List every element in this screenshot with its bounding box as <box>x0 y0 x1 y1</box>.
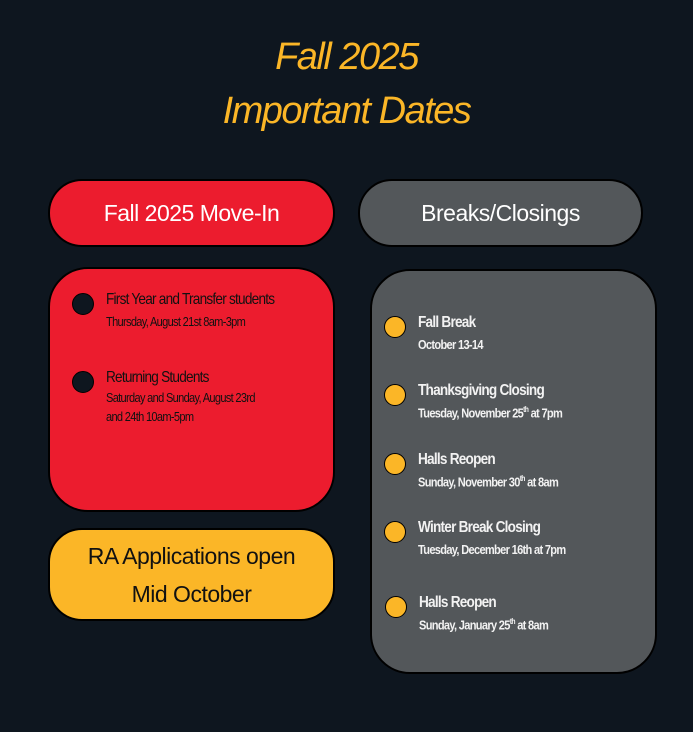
item-title: Fall Break <box>418 314 476 331</box>
ra-line-2: Mid October <box>131 580 252 607</box>
item-detail: and 24th 10am-5pm <box>106 408 194 424</box>
list-item: Thanksgiving Closing Tuesday, November 2… <box>384 382 588 423</box>
bullet-icon <box>72 371 94 393</box>
bullet-icon <box>385 596 407 618</box>
list-item: First Year and Transfer students Thursda… <box>72 291 304 332</box>
ordinal-suffix: th <box>519 474 526 483</box>
detail-time: at 7pm <box>528 405 563 421</box>
detail-time: at 8am <box>524 474 559 490</box>
move-in-header: Fall 2025 Move-In <box>48 179 335 247</box>
item-detail: Tuesday, November 25th at 7pm <box>418 404 563 423</box>
ra-line-1: RA Applications open <box>87 542 296 569</box>
item-title: Halls Reopen <box>418 451 496 468</box>
item-detail: Thursday, August 21st 8am-3pm <box>106 314 246 329</box>
move-in-panel: First Year and Transfer students Thursda… <box>48 267 335 512</box>
list-item: Halls Reopen Sunday, January 25th at 8am <box>385 594 571 635</box>
item-title: Returning Students <box>106 369 209 386</box>
item-title: Thanksgiving Closing <box>418 382 545 399</box>
breaks-panel: Fall Break October 13-14 Thanksgiving Cl… <box>370 269 657 674</box>
item-title: Winter Break Closing <box>418 519 541 536</box>
item-detail: October 13-14 <box>418 337 484 352</box>
item-detail: Tuesday, December 16th at 7pm <box>418 542 566 557</box>
bullet-icon <box>384 384 406 406</box>
item-title: First Year and Transfer students <box>106 291 275 308</box>
list-item: Fall Break October 13-14 <box>384 314 494 355</box>
detail-text: Sunday, January 25 <box>419 617 510 633</box>
title-line-1: Fall 2025 <box>275 36 419 78</box>
item-detail: Sunday, January 25th at 8am <box>419 616 549 635</box>
list-item: Returning Students Saturday and Sunday, … <box>72 369 281 427</box>
bullet-icon <box>384 521 406 543</box>
list-item: Winter Break Closing Tuesday, December 1… <box>384 519 592 560</box>
item-detail: Sunday, November 30th at 8am <box>418 473 559 492</box>
ordinal-suffix: th <box>509 617 516 626</box>
bullet-icon <box>72 293 94 315</box>
ra-applications-banner: RA Applications open Mid October <box>48 528 335 621</box>
bullet-icon <box>384 453 406 475</box>
list-item: Halls Reopen Sunday, November 30th at 8a… <box>384 451 583 492</box>
item-title: Halls Reopen <box>419 594 497 611</box>
detail-text: Tuesday, November 25 <box>418 405 524 421</box>
breaks-header: Breaks/Closings <box>358 179 643 247</box>
detail-time: at 8am <box>514 617 549 633</box>
item-detail: Saturday and Sunday, August 23rd <box>106 390 256 405</box>
ordinal-suffix: th <box>523 405 529 414</box>
bullet-icon <box>384 316 406 338</box>
detail-text: Sunday, November 30 <box>418 474 520 490</box>
title-line-2: Important Dates <box>222 90 472 132</box>
